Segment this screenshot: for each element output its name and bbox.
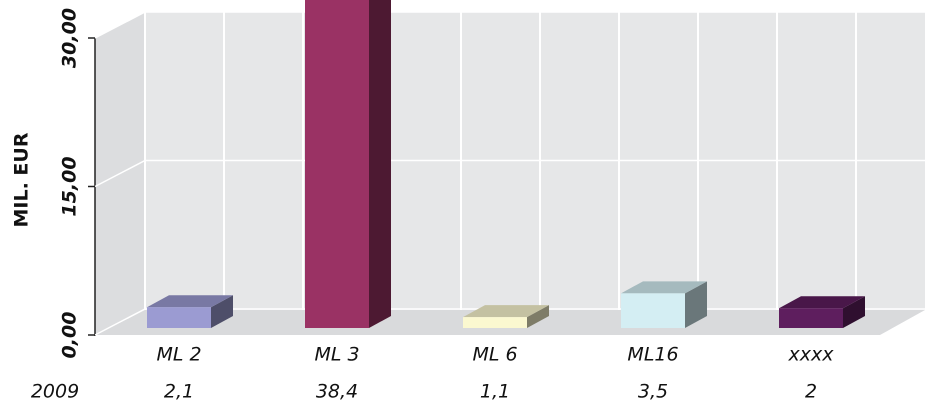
value-label: 3,5 <box>638 381 668 403</box>
bar-side <box>685 281 707 328</box>
value-label: 38,4 <box>316 381 358 403</box>
y-tick-label: 0,00 <box>59 312 81 359</box>
x-tick-label: ML 3 <box>314 344 359 366</box>
bar-top <box>147 295 233 308</box>
value-label: 1,1 <box>480 381 510 403</box>
bar-side <box>211 295 233 328</box>
bar-top <box>463 305 549 318</box>
bar <box>147 295 233 328</box>
bar-top <box>779 296 865 309</box>
row-label: 2009 <box>31 381 79 403</box>
x-tick-label: ML16 <box>627 344 678 366</box>
bar-front <box>147 307 211 328</box>
y-axis-label: MIL. EUR <box>11 132 33 227</box>
grid-line <box>94 159 925 188</box>
grid-line <box>94 11 925 39</box>
bar <box>305 0 391 329</box>
x-tick-label: ML 2 <box>156 344 201 366</box>
y-tick-label: 15,00 <box>59 156 81 216</box>
bar-front <box>463 317 527 328</box>
bar <box>463 305 549 328</box>
grid <box>94 11 925 336</box>
bar-front <box>621 293 685 328</box>
bar-top <box>621 281 707 294</box>
x-tick-label: xxxx <box>788 344 835 366</box>
bars <box>147 0 865 329</box>
value-label: 2,1 <box>164 381 194 403</box>
bar-side <box>527 305 549 328</box>
value-label: 2 <box>805 381 817 403</box>
bar-front <box>305 0 369 329</box>
bar-side <box>369 0 391 328</box>
x-tick-label: ML 6 <box>472 344 517 366</box>
bar-side <box>843 296 865 328</box>
bar-front <box>779 308 843 328</box>
bar <box>621 281 707 328</box>
y-tick-label: 30,00 <box>59 8 81 68</box>
bar <box>779 296 865 328</box>
